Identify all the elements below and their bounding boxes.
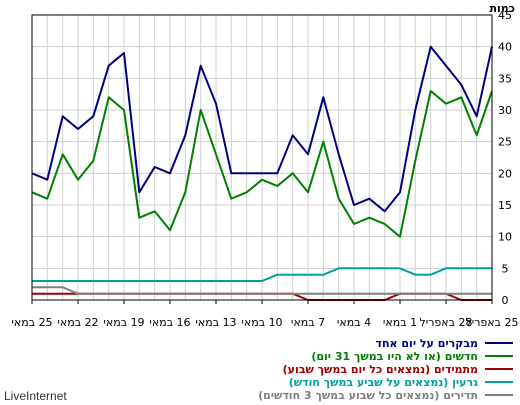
x-tick-label: 4 במאי: [337, 316, 371, 329]
series-line: [32, 267, 492, 282]
y-tick-label: 10: [498, 231, 512, 244]
plot-frame: [31, 14, 493, 301]
x-tick-label: 13 במאי: [195, 316, 236, 329]
x-tick-label: 25 במאי: [11, 316, 52, 329]
x-tick-label: 16 במאי: [149, 316, 190, 329]
series-line: [31, 90, 493, 238]
legend-label: תדירים (נמצאים כל שבוע במשך 3 חודשים): [258, 389, 478, 402]
y-axis-ticks: 0 5 10 15 20 25 30 35 40 45: [498, 9, 512, 307]
y-tick-label: 40: [498, 41, 512, 54]
legend-label: גרעין (נמצאים על שביע במשך חודש): [289, 376, 478, 389]
series-lines: [31, 45, 493, 301]
y-tick-label: 0: [502, 294, 509, 307]
x-tick-label: 7 במאי: [291, 316, 325, 329]
y-tick-label: 30: [498, 104, 512, 117]
legend-label: מבקרים על יום אחד: [376, 337, 478, 350]
y-tick-label: 35: [498, 72, 512, 85]
x-tick-label: 1 במאי: [383, 316, 417, 329]
y-axis-label: כמות: [490, 2, 515, 15]
series-line: [31, 45, 493, 213]
y-tick-label: 25: [498, 136, 512, 149]
x-tick-label: 19 במאי: [103, 316, 144, 329]
x-tick-label: 22 במאי: [57, 316, 98, 329]
legend-label: חדשים (או לא היו במשך 31 יום): [311, 350, 478, 363]
x-tick-label: 10 במאי: [241, 316, 282, 329]
series-line: [32, 286, 492, 295]
x-tick-label: 28 באפריל: [420, 316, 473, 329]
y-tick-label: 15: [498, 199, 512, 212]
y-tick-label: 5: [502, 262, 509, 275]
y-tick-label: 45: [498, 9, 512, 22]
y-tick-label: 20: [498, 167, 512, 180]
x-tick-label: 25 באפריל: [466, 316, 519, 329]
brand-logo: LiveInternet: [4, 389, 67, 403]
legend-label: מתמידים (נמצאים כל יום במשך שבוע): [283, 363, 478, 376]
